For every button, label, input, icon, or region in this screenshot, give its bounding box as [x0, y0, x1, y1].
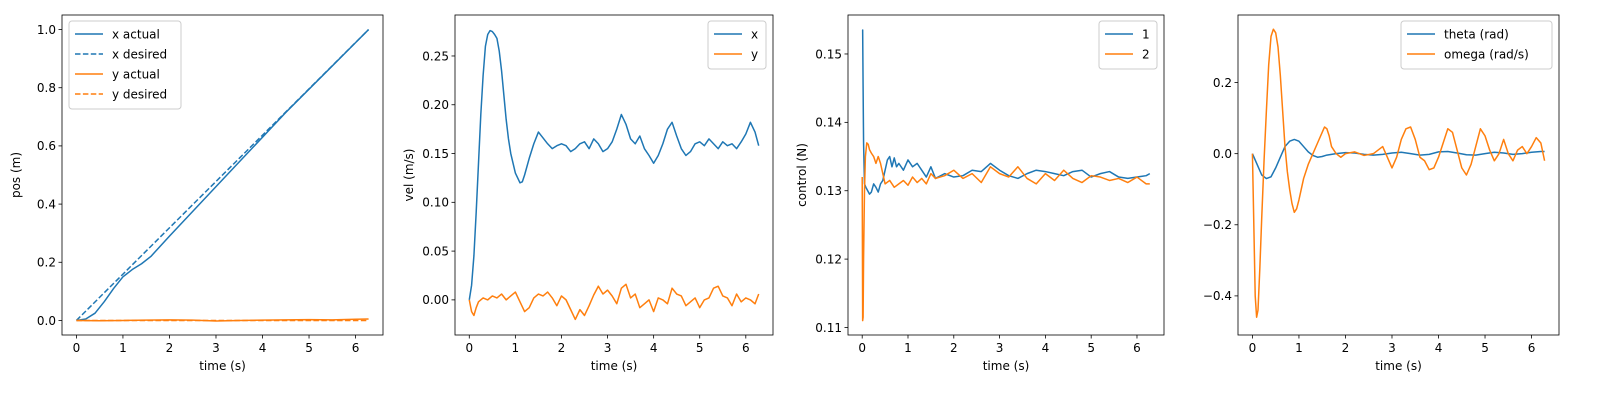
- legend-label: omega (rad/s): [1444, 47, 1529, 61]
- x-tick-label: 3: [1388, 341, 1396, 355]
- x-tick-label: 4: [650, 341, 658, 355]
- x-axis-label: time (s): [1375, 359, 1422, 373]
- legend-label: theta (rad): [1444, 27, 1509, 41]
- x-tick-label: 2: [166, 341, 174, 355]
- y-tick-label: 0.15: [815, 47, 842, 61]
- axes-frame: [847, 14, 1165, 336]
- x-tick-label: 2: [950, 341, 958, 355]
- legend: theta (rad) omega (rad/s): [1400, 20, 1553, 70]
- x-tick-label: 3: [212, 341, 220, 355]
- x-axis-label: time (s): [591, 359, 638, 373]
- axes-frame: [61, 14, 384, 336]
- legend-box: [707, 20, 767, 70]
- y-tick-label: 0.8: [37, 81, 56, 95]
- legend-label: x desired: [112, 47, 167, 61]
- series-line-1: [1251, 138, 1545, 180]
- y-tick-label: 0.05: [422, 244, 449, 258]
- series-line-2: [1251, 28, 1546, 318]
- series-line-2: [75, 29, 370, 321]
- legend-label: 2: [1142, 47, 1150, 61]
- y-tick-label: 1.0: [37, 23, 56, 37]
- x-tick-label: 1: [119, 341, 127, 355]
- series-line-2: [861, 142, 1150, 322]
- x-tick-label: 4: [1435, 341, 1443, 355]
- y-tick-label: 0.2: [37, 256, 56, 270]
- legend-label: y actual: [112, 67, 160, 81]
- y-tick-label: 0.2: [1213, 76, 1232, 90]
- legend: xy: [707, 20, 767, 70]
- y-tick-label: 0.0: [37, 314, 56, 328]
- y-tick-label: −0.2: [1203, 218, 1232, 232]
- y-tick-label: 0.00: [422, 293, 449, 307]
- x-tick-label: 2: [558, 341, 566, 355]
- y-tick-label: 0.6: [37, 139, 56, 153]
- x-tick-label: 1: [904, 341, 912, 355]
- subplot-1: 0 1 2 3 4 5 6 0.0 0.2 0.4 0.6 0.8 1.0 time (s) pos (m)…: [9, 14, 384, 373]
- y-tick-label: 0.0: [1213, 147, 1232, 161]
- legend-label: y desired: [112, 87, 167, 101]
- x-tick-label: 5: [1481, 341, 1489, 355]
- x-tick-label: 1: [512, 341, 520, 355]
- series-line-1: [468, 29, 760, 300]
- x-axis-label: time (s): [199, 359, 246, 373]
- axes-frame: [454, 14, 774, 336]
- subplot-2: 0 1 2 3 4 5 6 0.00 0.05 0.10 0.15 0.20 0.25 time (s) v…: [402, 14, 774, 373]
- y-tick-label: −0.4: [1203, 289, 1232, 303]
- x-tick-label: 6: [742, 341, 750, 355]
- legend-box: [1098, 20, 1158, 70]
- x-tick-label: 6: [1133, 341, 1141, 355]
- subplot-4: 0 1 2 3 4 5 6 −0.4 −0.2 0.0 0.2 time (s) theta (rad)…: [1203, 14, 1560, 373]
- x-tick-label: 3: [604, 341, 612, 355]
- x-tick-label: 0: [858, 341, 866, 355]
- y-tick-label: 0.13: [815, 184, 842, 198]
- y-tick-label: 0.14: [815, 116, 842, 130]
- y-axis-label: control (N): [795, 143, 809, 207]
- y-tick-label: 0.25: [422, 49, 449, 63]
- legend: x actual x desired y actual y desired: [68, 20, 182, 110]
- y-tick-label: 0.15: [422, 147, 449, 161]
- y-tick-label: 0.10: [422, 196, 449, 210]
- x-tick-label: 2: [1342, 341, 1350, 355]
- x-tick-label: 3: [996, 341, 1004, 355]
- x-tick-label: 4: [259, 341, 267, 355]
- legend-label: y: [751, 47, 758, 61]
- legend-label: x actual: [112, 27, 160, 41]
- y-tick-label: 0.20: [422, 98, 449, 112]
- x-tick-label: 5: [1087, 341, 1095, 355]
- x-tick-label: 5: [305, 341, 313, 355]
- y-tick-label: 0.12: [815, 252, 842, 266]
- legend-label: x: [751, 27, 758, 41]
- series-line-2: [468, 283, 760, 321]
- x-tick-label: 6: [1528, 341, 1536, 355]
- legend-box: [68, 20, 182, 110]
- x-tick-label: 6: [352, 341, 360, 355]
- x-tick-label: 1: [1295, 341, 1303, 355]
- x-tick-label: 5: [696, 341, 704, 355]
- legend-box: [1400, 20, 1553, 70]
- y-tick-label: 0.11: [815, 321, 842, 335]
- series-line-1: [861, 29, 1151, 195]
- x-tick-label: 0: [73, 341, 81, 355]
- axes-frame: [1237, 14, 1560, 336]
- x-tick-label: 0: [1249, 341, 1257, 355]
- y-axis-label: pos (m): [9, 152, 23, 198]
- x-axis-label: time (s): [983, 359, 1030, 373]
- x-tick-label: 4: [1042, 341, 1050, 355]
- y-axis-label: vel (m/s): [402, 149, 416, 202]
- x-tick-label: 0: [465, 341, 473, 355]
- y-tick-label: 0.4: [37, 197, 56, 211]
- legend: 12: [1098, 20, 1158, 70]
- legend-label: 1: [1142, 27, 1150, 41]
